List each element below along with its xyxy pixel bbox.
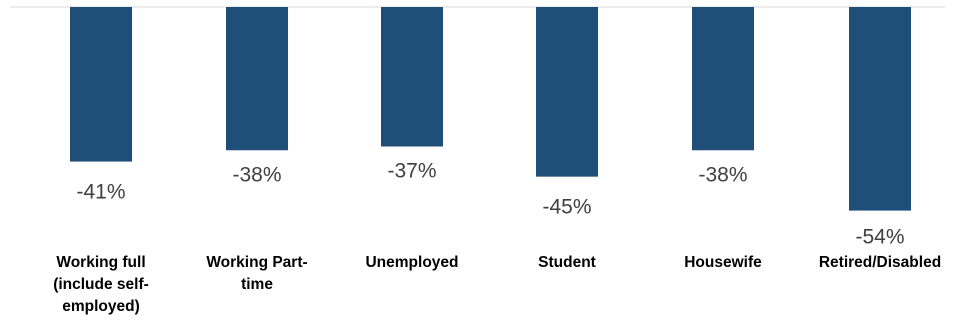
category-label-retired-disabled: Retired/Disabled <box>818 254 942 271</box>
bar-0 <box>70 7 132 162</box>
data-label-3: -45% <box>542 196 591 219</box>
bar-2 <box>381 7 443 147</box>
category-label-working-full: Working full (include self-employed) <box>53 254 149 315</box>
data-label-5: -54% <box>855 226 904 249</box>
bar-1 <box>226 7 288 151</box>
category-label-student: Student <box>538 254 596 271</box>
bar-5 <box>849 7 911 211</box>
bar-4 <box>692 7 754 151</box>
data-label-2: -37% <box>387 159 436 182</box>
category-label-housewife: Housewife <box>684 254 762 271</box>
data-label-0: -41% <box>76 181 125 204</box>
category-label-working-part-time: Working Part-time <box>206 254 308 293</box>
data-label-4: -38% <box>698 163 747 186</box>
data-label-1: -38% <box>232 163 281 186</box>
bar-3 <box>536 7 598 177</box>
category-label-unemployed: Unemployed <box>365 254 459 271</box>
